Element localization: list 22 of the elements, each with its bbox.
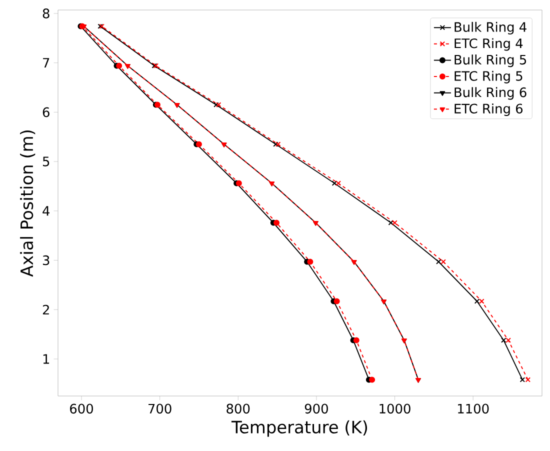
y-tick-label: 5 <box>42 156 50 166</box>
y-tick-label: 3 <box>42 255 50 266</box>
x-tick-label: 600 <box>70 404 93 414</box>
legend-label: ETC Ring 6 <box>454 103 523 116</box>
y-tick-label: 7 <box>43 58 50 68</box>
legend-label: Bulk Ring 6 <box>454 87 526 100</box>
y-tick-label: 6 <box>42 107 50 118</box>
x-tick-label: 1000 <box>380 404 410 414</box>
x-tick-label: 900 <box>304 404 328 414</box>
legend-label: ETC Ring 4 <box>454 38 523 51</box>
y-tick-label: 8 <box>42 8 50 18</box>
x-tick-label: 800 <box>226 404 250 414</box>
y-tick-label: 1 <box>43 354 50 364</box>
legend-label: Bulk Ring 4 <box>454 22 526 34</box>
x-tick-label: 1100 <box>458 404 489 414</box>
legend-label: ETC Ring 5 <box>454 70 522 84</box>
x-axis-title: Temperature (K) <box>231 420 368 437</box>
legend-label: Bulk Ring 5 <box>454 54 526 68</box>
y-axis-title: Axial Position (m) <box>20 130 36 277</box>
y-tick-label: 4 <box>42 206 50 216</box>
y-tick-label: 2 <box>42 304 49 314</box>
x-tick-label: 700 <box>148 404 172 414</box>
